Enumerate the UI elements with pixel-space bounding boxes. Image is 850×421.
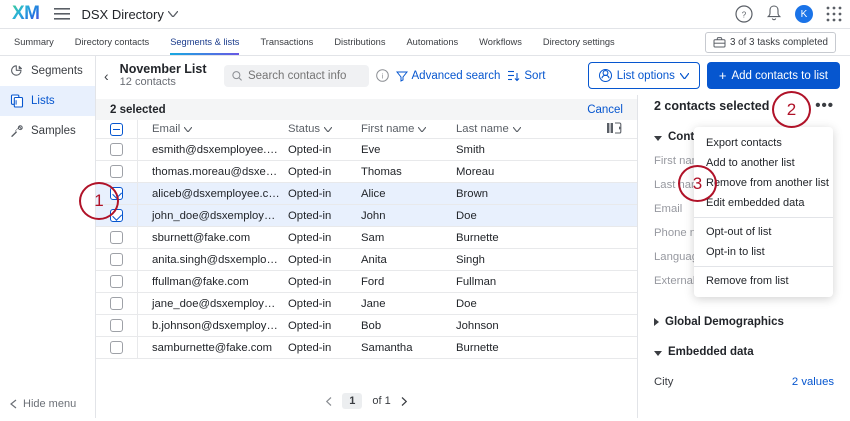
svg-text:?: ? [742,11,747,20]
svg-text:i: i [381,72,383,81]
